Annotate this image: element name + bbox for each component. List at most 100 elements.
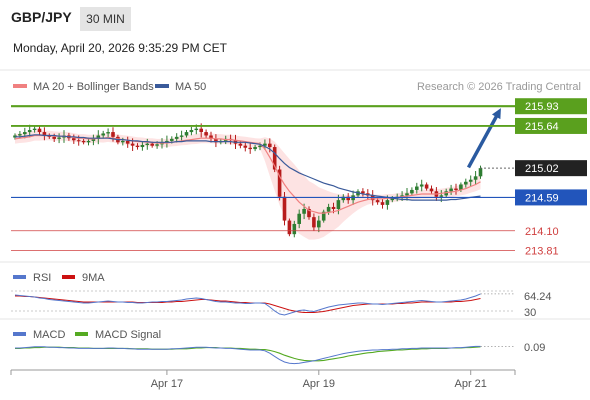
- ma50-line: [15, 134, 481, 201]
- minor-support-label: 213.81: [525, 246, 559, 258]
- candle: [91, 134, 96, 146]
- candle: [307, 206, 311, 220]
- candle: [184, 130, 189, 138]
- candle-body: [248, 147, 252, 150]
- candle-body: [410, 189, 414, 194]
- candle-body: [282, 196, 287, 221]
- candle-body: [341, 196, 346, 201]
- candle-body: [91, 138, 96, 141]
- ma20-legend-label: MA 20 + Bollinger Bands: [33, 81, 154, 93]
- ma50-legend-label: MA 50: [175, 81, 206, 93]
- rsi-line: [14, 293, 481, 316]
- candle-body: [405, 193, 409, 196]
- candle-body: [468, 179, 473, 182]
- candle-body: [415, 186, 419, 190]
- candle: [96, 130, 101, 145]
- candle: [204, 129, 208, 139]
- candle-body: [37, 128, 42, 133]
- forecast-arrow-shaft: [466, 110, 501, 169]
- rsi-last-value: 64.24: [524, 291, 552, 303]
- candle-body: [32, 128, 37, 131]
- candle: [253, 145, 257, 152]
- candle-body: [72, 138, 76, 141]
- candle-body: [179, 135, 184, 137]
- ma20-line: [14, 134, 481, 214]
- candle-body: [52, 136, 56, 139]
- timeframe-badge[interactable]: 30 MIN: [80, 7, 131, 31]
- candle-body: [165, 140, 169, 143]
- candle: [464, 178, 468, 188]
- macd-last-value: 0.09: [524, 342, 545, 354]
- candle-body: [439, 195, 444, 197]
- minor-support-label: 214.10: [525, 226, 559, 238]
- candle: [341, 194, 346, 203]
- candle: [380, 198, 385, 209]
- candle-body: [361, 191, 365, 194]
- resistance-label-box: [515, 98, 587, 115]
- candle: [32, 126, 37, 133]
- candle: [72, 134, 76, 144]
- price-level: 213.81: [11, 246, 559, 258]
- candle-body: [336, 200, 341, 209]
- candle: [209, 131, 213, 143]
- forecast-arrow-head: [491, 108, 501, 120]
- candle-body: [121, 140, 125, 143]
- candle: [165, 135, 169, 148]
- candle-body: [106, 132, 110, 134]
- candle-body: [419, 184, 424, 187]
- candle: [292, 220, 297, 238]
- candle-body: [263, 143, 267, 146]
- candle-body: [96, 135, 101, 139]
- symbol-title: GBP/JPY: [11, 9, 72, 25]
- candle-body: [101, 133, 105, 136]
- candle: [214, 134, 218, 148]
- candle: [468, 175, 473, 186]
- candle-body: [268, 143, 272, 148]
- candle-body: [135, 145, 140, 148]
- candle: [272, 144, 277, 173]
- price-levels: 215.93 215.64 215.02 214.59 214.10 213.81: [11, 98, 587, 258]
- candle-body: [473, 176, 478, 180]
- x-tick-label: Apr 17: [151, 378, 183, 390]
- rsi-30-label: 30: [524, 307, 536, 319]
- candle: [449, 184, 453, 195]
- candle-body: [390, 198, 395, 201]
- candle-body: [346, 196, 350, 201]
- candle-body: [199, 128, 203, 133]
- last-price-label: 215.02: [525, 163, 559, 175]
- candle-body: [243, 145, 248, 148]
- price-level: 215.02: [480, 160, 587, 177]
- candle-body: [380, 202, 385, 205]
- last-price-box: [515, 160, 587, 177]
- rsi-ma-legend-swatch: [62, 275, 75, 279]
- candle-body: [47, 135, 52, 137]
- candle: [268, 138, 272, 153]
- candle-body: [209, 135, 213, 139]
- time-axis: Apr 17 Apr 19 Apr 21: [10, 370, 516, 390]
- chart-datetime: Monday, April 20, 2026 9:35:29 PM CET: [13, 41, 227, 55]
- macd-legend-label: MACD: [33, 329, 65, 341]
- candle: [106, 128, 110, 138]
- candle-body: [459, 184, 463, 190]
- rsi-ma-line: [15, 295, 481, 313]
- candle-body: [297, 213, 301, 224]
- resistance-label: 215.93: [525, 101, 559, 113]
- price-level: 214.10: [11, 226, 559, 238]
- candle: [57, 133, 61, 144]
- candle-body: [194, 128, 199, 131]
- candle-body: [302, 208, 306, 214]
- candle: [47, 133, 52, 139]
- candle: [42, 127, 47, 141]
- candle-body: [400, 195, 404, 197]
- candle-body: [23, 132, 27, 135]
- candle-body: [81, 140, 86, 143]
- candle: [317, 215, 321, 233]
- candle: [419, 179, 424, 192]
- candle: [277, 165, 282, 201]
- candle-body: [258, 145, 262, 148]
- support-label-box: [515, 189, 587, 206]
- candle-body: [27, 130, 32, 133]
- rsi-ma-legend-label: 9MA: [82, 272, 105, 284]
- candle: [248, 142, 252, 154]
